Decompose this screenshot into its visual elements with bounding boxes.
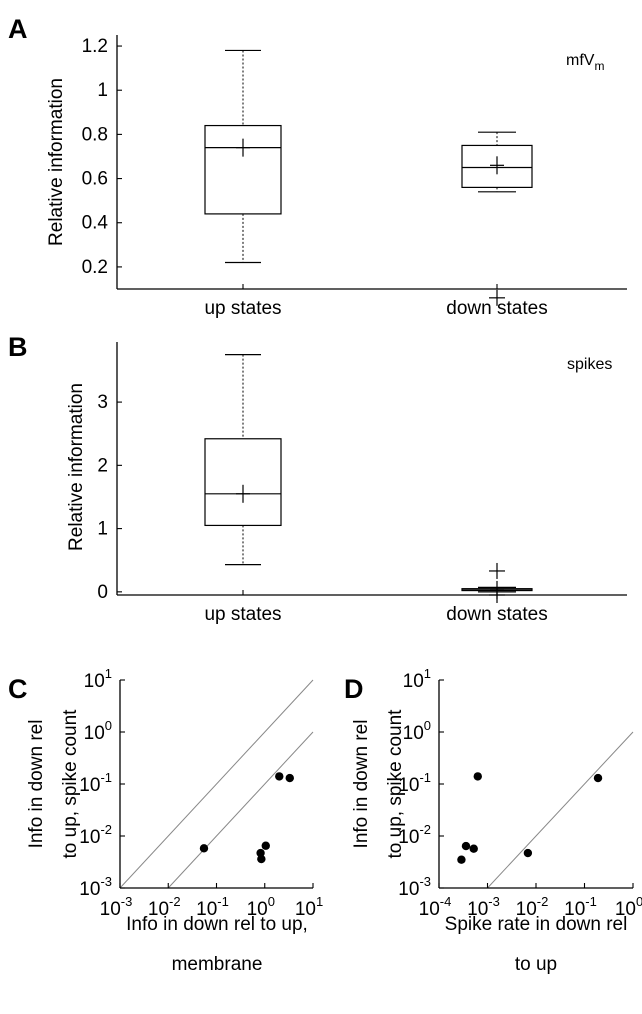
x-tick-label: 10-4 — [419, 894, 452, 920]
x-tick-label: 10-2 — [516, 894, 549, 920]
panel-letter: B — [8, 332, 28, 362]
data-point — [469, 844, 478, 853]
y-tick-label: 101 — [403, 666, 431, 692]
y-tick-label: 1.2 — [82, 36, 108, 57]
y-tick-label: 2 — [97, 455, 108, 476]
y-axis-label: to up, spike count — [60, 709, 81, 859]
data-point — [523, 848, 533, 858]
box-down-states — [461, 131, 533, 306]
iqr-box — [461, 144, 533, 189]
y-axis-label: Relative information — [66, 383, 87, 551]
x-tick-label: 10-3 — [467, 894, 500, 920]
y-axis-label: Info in down rel — [351, 720, 372, 849]
data-point — [457, 855, 466, 864]
y-tick-label: 1 — [97, 80, 108, 101]
reference-line — [487, 731, 634, 889]
y-tick-label: 1 — [97, 519, 108, 540]
x-axis-label: Info in down rel to up, — [126, 914, 308, 935]
x-axis-label: membrane — [172, 954, 263, 975]
data-point — [593, 773, 603, 783]
y-tick-label: 101 — [84, 666, 112, 692]
y-axis-label: to up, spike count — [385, 709, 406, 859]
y-tick-label: 0 — [97, 582, 108, 603]
panel-a: A 0.2 0.4 0.6 0.8 1 1.2 up states down states Rel… — [8, 14, 627, 319]
y-axis-label: Relative information — [46, 78, 67, 246]
annotation: mfVm — [566, 52, 604, 73]
data-point — [461, 841, 471, 851]
y-tick-label: 0.8 — [82, 124, 108, 145]
annotation: spikes — [567, 356, 612, 373]
y-tick-label: 10-1 — [398, 770, 431, 796]
panel-letter: D — [344, 674, 364, 704]
data-point — [199, 844, 209, 853]
y-tick-label: 0.4 — [82, 213, 109, 234]
y-tick-label: 100 — [403, 718, 431, 744]
y-tick-label: 10-3 — [398, 874, 431, 900]
x-tick-label: down states — [446, 604, 547, 625]
x-tick-label: 101 — [295, 894, 323, 920]
data-point — [473, 772, 482, 781]
x-axis-label: to up — [515, 954, 557, 975]
x-tick-label: up states — [204, 604, 281, 625]
reference-line — [167, 731, 314, 889]
x-tick-label: down states — [446, 298, 547, 319]
y-tick-label: 0.2 — [82, 257, 108, 278]
panel-letter: A — [8, 14, 28, 44]
panel-b: B 0 1 2 3 up states down states Relative inform… — [8, 332, 627, 625]
x-tick-label: 100 — [247, 894, 275, 920]
x-tick-label: up states — [204, 298, 281, 319]
x-tick-label: 10-1 — [564, 894, 597, 920]
data-point — [275, 772, 284, 781]
panel-letter: C — [8, 674, 28, 704]
y-tick-label: 10-1 — [79, 770, 112, 796]
y-tick-label: 3 — [97, 392, 108, 413]
y-tick-label: 100 — [84, 718, 112, 744]
box-up-states — [204, 354, 282, 566]
data-point — [261, 841, 270, 850]
box-up-states — [204, 49, 282, 264]
y-tick-label: 10-2 — [398, 822, 431, 848]
x-axis-label: Spike rate in down rel — [445, 914, 628, 935]
box-down-states — [461, 562, 533, 603]
iqr-box — [204, 124, 282, 215]
data-point — [285, 773, 294, 783]
x-tick-label: 100 — [615, 894, 642, 920]
x-tick-label: 10-1 — [196, 894, 229, 920]
y-tick-label: 0.6 — [82, 169, 108, 190]
y-axis-label: Info in down rel — [26, 720, 47, 849]
y-tick-label: 10-3 — [79, 874, 112, 900]
iqr-box — [204, 438, 282, 527]
data-point — [257, 854, 266, 864]
reference-line — [119, 679, 314, 889]
y-tick-label: 10-2 — [79, 822, 112, 848]
x-tick-label: 10-3 — [100, 894, 133, 920]
x-tick-label: 10-2 — [148, 894, 181, 920]
